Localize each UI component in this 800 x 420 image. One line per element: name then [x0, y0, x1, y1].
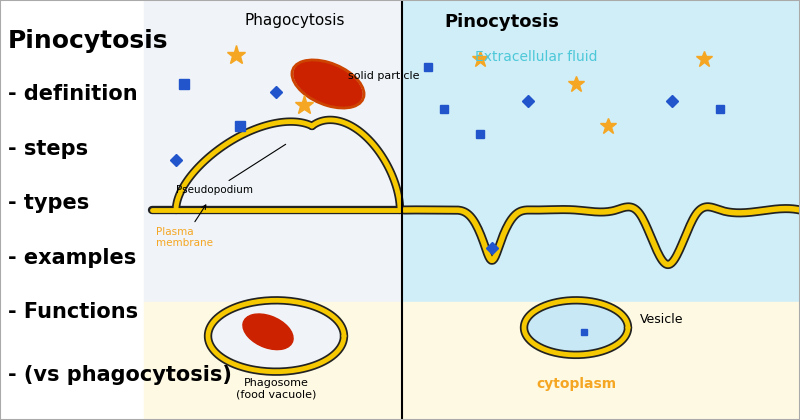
Bar: [402, 0, 800, 302]
Text: Phagosome
(food vacuole): Phagosome (food vacuole): [236, 378, 316, 399]
Text: Vesicle: Vesicle: [640, 313, 683, 326]
Text: Pinocytosis: Pinocytosis: [8, 29, 169, 53]
Text: Pinocytosis: Pinocytosis: [444, 13, 559, 31]
Text: Pseudopodium: Pseudopodium: [176, 144, 286, 195]
Text: - (vs phagocytosis): - (vs phagocytosis): [8, 365, 232, 386]
Text: Plasma
membrane: Plasma membrane: [156, 205, 213, 248]
Text: Extracellular fluid: Extracellular fluid: [474, 50, 598, 64]
Ellipse shape: [294, 61, 362, 107]
Bar: [144, 0, 400, 420]
Text: solid particle: solid particle: [348, 71, 419, 81]
Text: Phagocytosis: Phagocytosis: [244, 13, 345, 28]
Text: - steps: - steps: [8, 139, 88, 159]
Ellipse shape: [243, 314, 293, 349]
Circle shape: [208, 300, 344, 372]
Circle shape: [524, 300, 628, 355]
Text: - examples: - examples: [8, 248, 136, 268]
Text: - types: - types: [8, 193, 90, 213]
Text: cytoplasm: cytoplasm: [536, 377, 616, 391]
Bar: [402, 302, 800, 420]
Bar: [144, 302, 400, 420]
Text: - definition: - definition: [8, 84, 138, 104]
Text: - Functions: - Functions: [8, 302, 138, 323]
Bar: [144, 0, 400, 302]
